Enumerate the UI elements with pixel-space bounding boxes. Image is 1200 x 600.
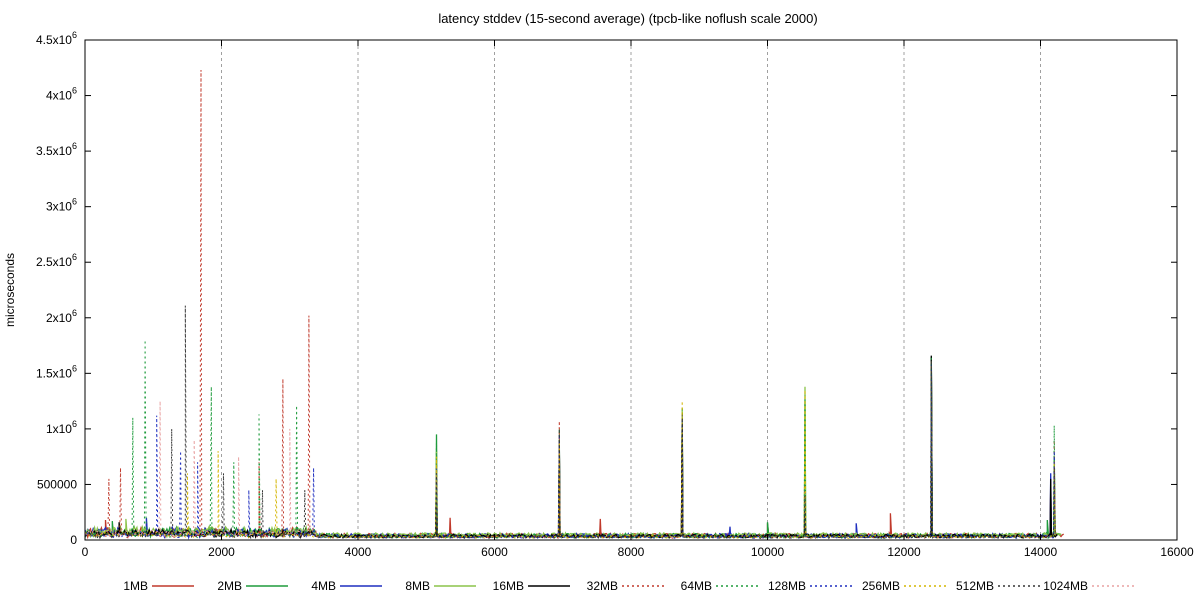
series-line-1024mb (84, 401, 317, 539)
y-tick-label: 3.5x106 (36, 141, 77, 158)
legend-label: 8MB (405, 579, 430, 593)
legend-label: 32MB (587, 579, 618, 593)
legend-label: 1MB (123, 579, 148, 593)
y-tick-label: 4x106 (46, 86, 77, 103)
x-tick-label: 16000 (1160, 545, 1194, 559)
y-tick-label: 2.5x106 (36, 252, 77, 269)
x-tick-label: 14000 (1024, 545, 1058, 559)
grid-lines (221, 40, 1041, 540)
x-tick-label: 6000 (481, 545, 508, 559)
y-tick-label: 1.5x106 (36, 363, 77, 380)
series-line-32mb (84, 69, 1056, 540)
legend-label: 128MB (768, 579, 806, 593)
x-tick-label: 8000 (618, 545, 645, 559)
y-tick-label: 1x106 (46, 419, 77, 436)
series-line-512mb (84, 305, 1056, 539)
x-tick-label: 10000 (751, 545, 785, 559)
x-tick-label: 12000 (887, 545, 921, 559)
legend-label: 64MB (681, 579, 712, 593)
y-tick-label: 0 (70, 533, 77, 547)
y-tick-label: 3x106 (46, 197, 77, 214)
x-tick-label: 0 (82, 545, 89, 559)
x-tick-label: 2000 (208, 545, 235, 559)
legend-label: 1024MB (1043, 579, 1088, 593)
legend-label: 2MB (217, 579, 242, 593)
legend-label: 16MB (493, 579, 524, 593)
chart-title: latency stddev (15-second average) (tpcb… (438, 11, 817, 26)
legend-label: 256MB (862, 579, 900, 593)
legend: 1MB 2MB 4MB 8MB 16MB 32MB 64MB 128MB 256MB 512MB 1… (123, 579, 1134, 593)
y-axis-label: microseconds (3, 253, 17, 327)
axis-ticks: 0 2000 4000 6000 8000 10000 12000 14000 16000 0 50… (36, 30, 1194, 559)
y-tick-label: 500000 (37, 477, 77, 491)
legend-label: 4MB (311, 579, 336, 593)
y-tick-label: 4.5x106 (36, 30, 77, 47)
y-tick-label: 2x106 (46, 308, 77, 325)
legend-label: 512MB (956, 579, 994, 593)
x-tick-label: 4000 (345, 545, 372, 559)
